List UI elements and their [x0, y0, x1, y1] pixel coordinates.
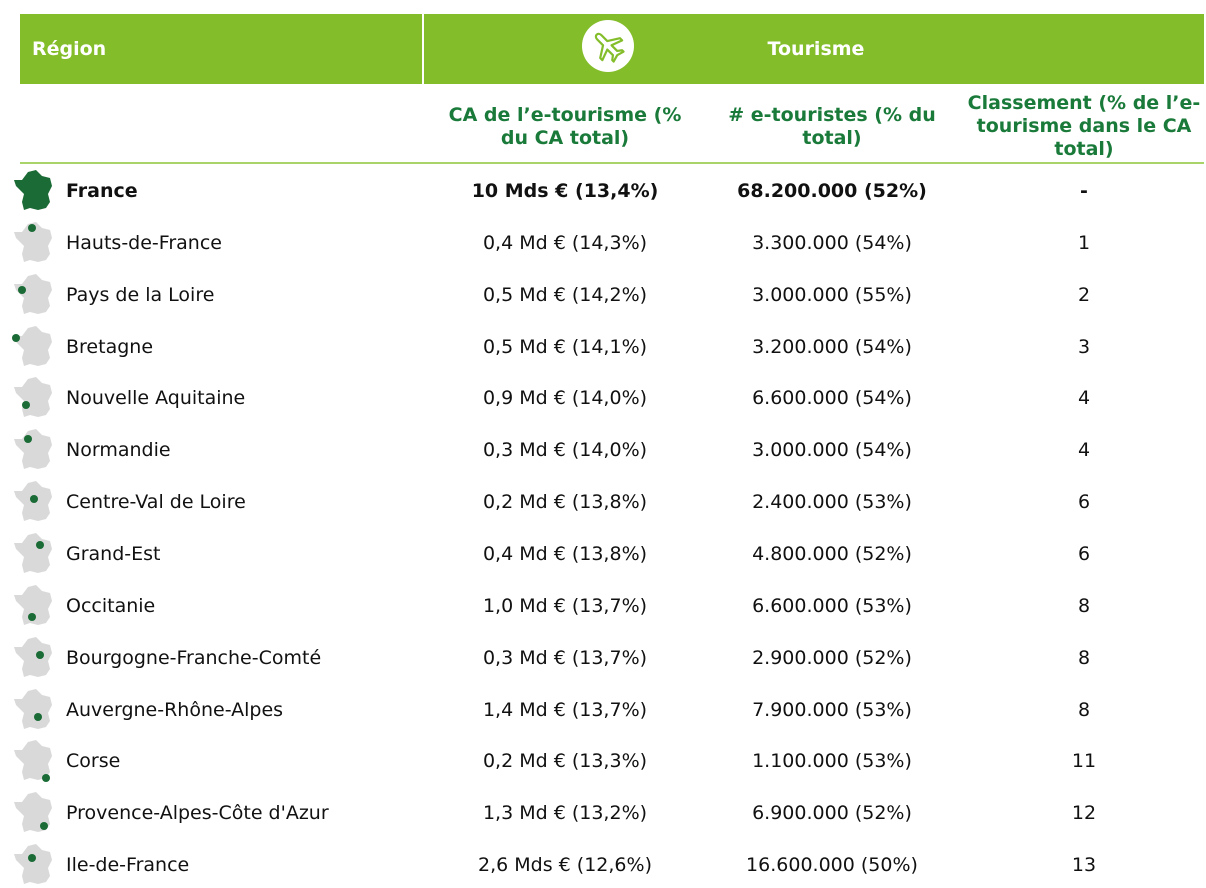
table-cell: 16.600.000 (50%) — [746, 854, 918, 877]
region-map — [14, 221, 52, 262]
table-cell: 3 — [1077, 335, 1091, 358]
table-cell: 3.000.000 (54%) — [752, 439, 912, 462]
table-cell: 1,4 Md € (13,7%) — [482, 698, 648, 721]
table-cell: 2,6 Mds € (12,6%) — [478, 854, 652, 877]
table-cell: 10 Mds € (13,4%) — [471, 180, 659, 202]
table-cell: 0,4 Md € (14,3%) — [482, 231, 648, 254]
table-cell: Corse — [66, 750, 121, 773]
region-map — [14, 273, 52, 314]
table-cell: 0,2 Md € (13,3%) — [482, 750, 648, 773]
table-cell: 4.800.000 (52%) — [752, 542, 912, 565]
table-cell: 2.400.000 (53%) — [752, 491, 912, 514]
table-cell: 12 — [1071, 802, 1097, 825]
table-cell: 4 — [1077, 387, 1091, 410]
region-map — [14, 377, 52, 418]
column-header: CA de l’e-tourisme (% du CA total) — [448, 104, 682, 149]
table-cell: 0,2 Md € (13,8%) — [482, 491, 648, 514]
region-map — [14, 170, 52, 210]
region-map — [14, 740, 52, 783]
region-map — [14, 429, 52, 470]
table-cell: Ile-de-France — [66, 854, 190, 877]
table-cell: Bourgogne-Franche-Comté — [66, 646, 322, 669]
table-cell: 8 — [1077, 594, 1091, 617]
table-cell: 6.600.000 (53%) — [752, 594, 912, 617]
column-header: # e-touristes (% du total) — [728, 104, 936, 149]
table-cell: 7.900.000 (53%) — [752, 698, 912, 721]
region-map — [14, 481, 52, 522]
table-cell: 68.200.000 (52%) — [737, 180, 927, 202]
table-cell: 6.900.000 (52%) — [752, 802, 912, 825]
table-cell: 6.600.000 (54%) — [752, 387, 912, 410]
table-cell: Nouvelle Aquitaine — [66, 387, 246, 410]
table-cell: Auvergne-Rhône-Alpes — [66, 698, 284, 721]
table-cell: 1.100.000 (53%) — [752, 750, 912, 773]
divider — [422, 14, 424, 84]
table-cell: 0,9 Md € (14,0%) — [482, 387, 648, 410]
table-cell: Occitanie — [66, 594, 156, 617]
region-map — [14, 792, 52, 833]
table-cell: Centre-Val de Loire — [66, 491, 246, 514]
table-cell: Pays de la Loire — [66, 283, 215, 306]
column-header: Classement (% de l’e-tourisme dans le CA… — [967, 92, 1201, 160]
table-cell: 13 — [1071, 854, 1097, 877]
header-rule — [20, 162, 1204, 164]
table-cell: Grand-Est — [66, 542, 161, 565]
region-map — [12, 325, 52, 366]
table-cell: 3.000.000 (55%) — [752, 283, 912, 306]
table-cell: Bretagne — [66, 335, 154, 358]
table-cell: 8 — [1077, 646, 1091, 669]
table-cell: 3.200.000 (54%) — [752, 335, 912, 358]
table-cell: 0,3 Md € (13,7%) — [482, 646, 648, 669]
table-cell: 4 — [1077, 439, 1091, 462]
region-map — [14, 532, 52, 573]
region-map — [14, 584, 52, 625]
table-cell: 0,5 Md € (14,1%) — [482, 335, 648, 358]
region-map — [14, 688, 52, 729]
table-cell: 6 — [1077, 491, 1091, 514]
table-cell: Normandie — [66, 439, 171, 462]
region-map — [14, 636, 52, 677]
table-cell: 1 — [1077, 231, 1091, 254]
region-header: Région — [32, 38, 107, 60]
region-map — [14, 844, 52, 885]
plane-icon — [582, 20, 634, 72]
table-cell: 6 — [1077, 542, 1091, 565]
table-cell: 2 — [1077, 283, 1091, 306]
table-cell: 1,3 Md € (13,2%) — [482, 802, 648, 825]
table-cell: 2.900.000 (52%) — [752, 646, 912, 669]
table-cell: 1,0 Md € (13,7%) — [482, 594, 648, 617]
table-cell: 0,5 Md € (14,2%) — [482, 283, 648, 306]
table-cell: 3.300.000 (54%) — [752, 231, 912, 254]
table-cell: - — [1080, 180, 1088, 202]
table-cell: 0,4 Md € (13,8%) — [482, 542, 648, 565]
table-cell: 11 — [1071, 750, 1097, 773]
table-cell: Provence-Alpes-Côte d'Azur — [66, 802, 329, 825]
table-cell: 0,3 Md € (14,0%) — [482, 439, 648, 462]
table-cell: 8 — [1077, 698, 1091, 721]
table-cell: France — [66, 180, 138, 202]
table-cell: Hauts-de-France — [66, 231, 222, 254]
group-header: Tourisme — [767, 38, 865, 60]
